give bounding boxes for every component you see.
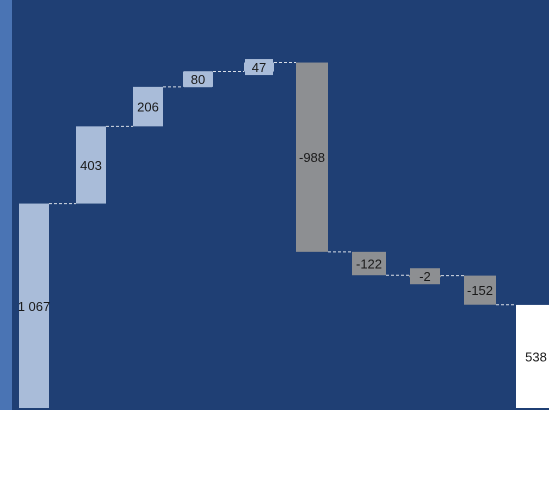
bar-10 (516, 304, 549, 408)
connector-lines (49, 62, 516, 306)
value-label-3: 206 (137, 100, 159, 115)
value-label-8: -2 (419, 269, 431, 284)
value-label-9: -152 (467, 283, 493, 298)
category-label-1: Net interest income (15, 418, 54, 455)
category-label-9: Income taxes (461, 418, 499, 443)
value-label-6: -988 (299, 150, 325, 165)
category-label-3: Technical insurance income (123, 418, 173, 455)
value-label-bg-4 (184, 71, 212, 88)
value-label-10: 538 (525, 349, 547, 364)
value-label-4: 80 (191, 72, 205, 87)
bar-6 (296, 62, 328, 252)
category-label-8: Other (411, 418, 440, 430)
category-label-4: Trading & FV income (179, 418, 218, 455)
chart-bottom-band (0, 410, 549, 497)
value-labels-group: 1 067 403 206 80 47 -988 -122 -2 -152 538 (18, 59, 547, 364)
chart-left-accent-strip (0, 0, 12, 410)
category-label-2: Net fee and commis-sion income (69, 418, 113, 480)
bar-2 (76, 126, 106, 204)
bar-9 (464, 275, 496, 305)
category-label-5: Other income (240, 418, 277, 443)
bar-1 (19, 203, 49, 408)
value-label-7: -122 (356, 257, 382, 272)
category-label-6: Operating expenses (287, 418, 338, 443)
value-label-bg-8 (410, 268, 440, 285)
chart-background (0, 0, 549, 410)
category-label-7: Impair-ment (351, 418, 387, 443)
bars-group (19, 62, 549, 408)
value-label-5: 47 (252, 60, 266, 75)
value-label-2: 403 (80, 158, 102, 173)
bar-3 (133, 86, 163, 127)
category-labels-group: Net interest income Net fee and commis-sion in… (15, 418, 543, 480)
bar-7 (352, 251, 386, 276)
value-label-bg-5 (245, 59, 273, 76)
category-label-10: Net result (514, 418, 543, 443)
value-label-1: 1 067 (18, 299, 51, 314)
